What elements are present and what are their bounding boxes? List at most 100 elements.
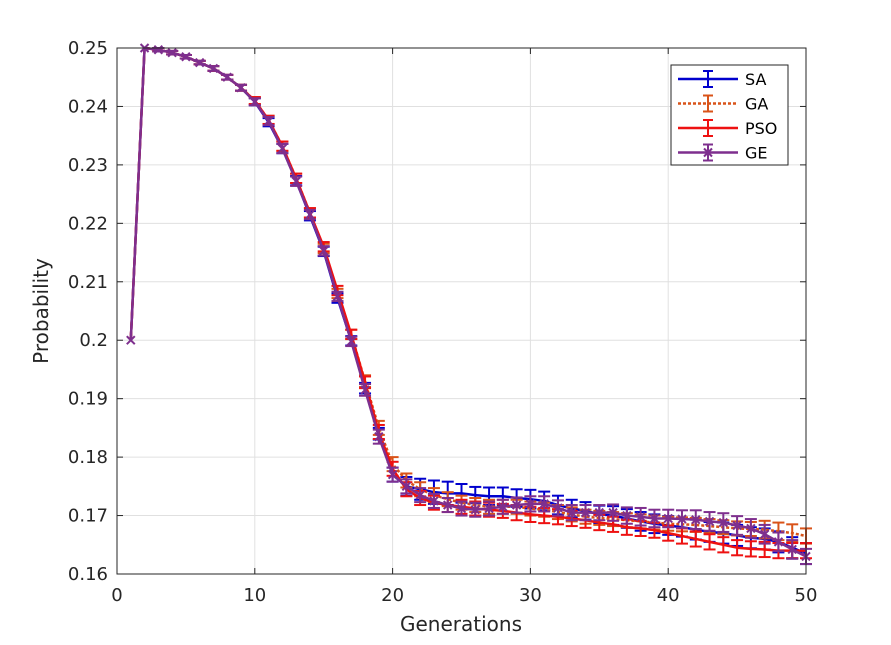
data-point-marker [539, 499, 549, 509]
x-tick-label: 10 [243, 585, 266, 606]
data-point-marker [236, 83, 246, 93]
data-point-marker [511, 500, 522, 510]
x-axis-title: Generations [400, 612, 522, 636]
marker-stroke [153, 45, 164, 55]
x-tick-label: 20 [381, 585, 404, 606]
marker-stroke [484, 503, 494, 514]
data-point-marker [277, 143, 288, 154]
data-point-marker [622, 510, 632, 521]
legend-entry-ge: GE [678, 143, 768, 163]
legend-marker [703, 147, 713, 158]
data-point-marker [360, 385, 370, 395]
data-point-marker [484, 503, 494, 514]
data-point-marker [746, 523, 756, 534]
marker-stroke [167, 47, 177, 58]
x-tick-label: 0 [111, 585, 122, 606]
axis-ticks: 0 10 20 30 40 50 0.16 0.17 0.18 0.19 0.2 0.21 0.22 0.… [68, 38, 818, 606]
x-tick-label: 40 [657, 585, 680, 606]
data-point-marker [250, 97, 260, 107]
marker-stroke [649, 513, 660, 524]
data-point-marker [470, 505, 480, 515]
data-point-marker [332, 291, 343, 302]
y-tick-label: 0.25 [68, 38, 108, 59]
y-tick-label: 0.2 [79, 330, 108, 351]
marker-stroke [773, 537, 784, 547]
data-point-marker [222, 72, 232, 82]
data-point-marker [429, 496, 439, 506]
data-point-marker [608, 507, 618, 518]
data-point-marker [194, 57, 205, 68]
marker-stroke [346, 336, 356, 347]
data-point-marker [580, 507, 591, 518]
marker-stroke [553, 503, 563, 513]
marker-stroke [677, 514, 687, 524]
marker-stroke [291, 176, 301, 186]
marker-stroke [194, 57, 205, 68]
y-tick-label: 0.19 [68, 389, 108, 410]
marker-stroke [525, 499, 536, 509]
legend-entry-pso: PSO [678, 119, 777, 138]
plot-area [126, 43, 812, 566]
data-point-marker [318, 246, 329, 256]
marker-stroke [126, 335, 136, 345]
gridlines [116, 47, 807, 575]
data-point-marker [291, 176, 301, 186]
marker-stroke [718, 517, 729, 528]
data-point-marker [567, 507, 577, 518]
marker-stroke [456, 503, 467, 514]
data-point-marker [759, 529, 770, 539]
marker-stroke [539, 499, 549, 509]
legend: SA GA PSO GE [670, 64, 789, 166]
data-point-marker [498, 502, 508, 512]
data-point-marker [553, 503, 563, 513]
data-point-marker [346, 336, 356, 347]
marker-stroke [663, 513, 673, 524]
marker-stroke [608, 507, 618, 518]
data-point-marker [263, 116, 274, 126]
legend-label: GE [745, 144, 768, 163]
data-point-marker [387, 469, 398, 480]
legend-entry-sa: SA [678, 70, 766, 89]
y-tick-label: 0.17 [68, 506, 108, 527]
data-point-marker [787, 544, 797, 555]
marker-stroke [470, 505, 480, 515]
data-point-marker [374, 431, 384, 442]
data-point-marker [718, 517, 729, 528]
y-tick-label: 0.21 [68, 272, 108, 293]
y-tick-label: 0.23 [68, 155, 108, 176]
marker-stroke [787, 544, 797, 555]
data-point-marker [773, 537, 784, 547]
marker-stroke [374, 431, 384, 442]
marker-stroke [401, 481, 412, 492]
marker-stroke [704, 516, 715, 527]
data-point-marker [635, 512, 646, 522]
marker-stroke [387, 469, 398, 480]
marker-stroke [318, 246, 329, 256]
marker-stroke [498, 502, 508, 512]
marker-stroke [263, 116, 274, 126]
data-point-marker [456, 503, 467, 514]
data-point-marker [443, 500, 453, 510]
marker-stroke [691, 514, 701, 525]
marker-stroke [415, 490, 425, 500]
marker-stroke [567, 507, 577, 518]
y-tick-label: 0.18 [68, 447, 108, 468]
marker-stroke [443, 500, 453, 510]
legend-label: PSO [745, 119, 777, 138]
y-tick-label: 0.24 [68, 96, 108, 117]
legend-label: GA [745, 95, 768, 114]
marker-stroke [360, 385, 370, 395]
legend-label: SA [745, 70, 766, 89]
data-point-marker [663, 513, 673, 524]
marker-stroke [222, 72, 232, 82]
data-point-marker [401, 481, 412, 492]
marker-stroke [332, 291, 343, 302]
data-point-marker [594, 507, 605, 518]
marker-stroke [746, 523, 756, 534]
marker-stroke [580, 507, 591, 518]
x-tick-label: 50 [795, 585, 818, 606]
series-ge [126, 43, 812, 566]
legend-box [670, 64, 789, 166]
